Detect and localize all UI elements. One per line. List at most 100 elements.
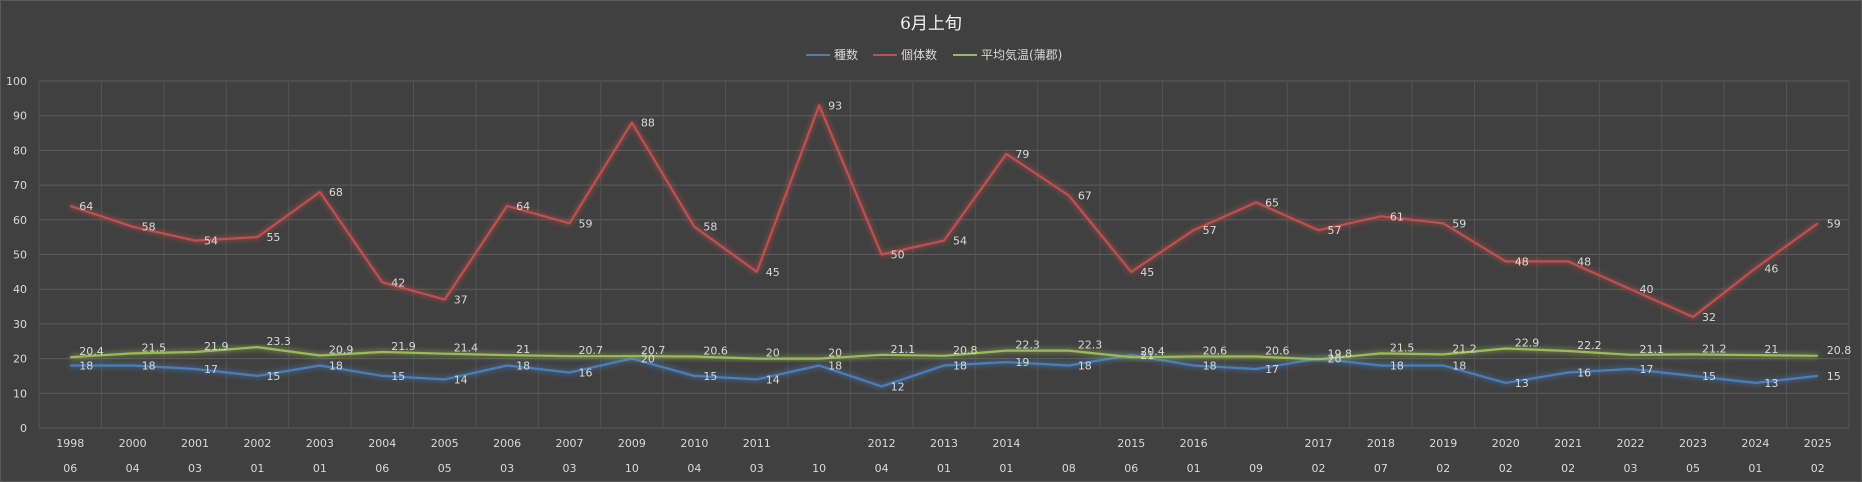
data-label: 20 [641, 353, 655, 366]
data-label: 14 [454, 373, 468, 386]
x-tick-label-year: 2002 [243, 437, 271, 450]
data-label: 21.5 [1390, 341, 1415, 354]
legend: 種数 個体数 平均気温(蒲郡) [806, 47, 1062, 62]
data-label: 15 [391, 370, 405, 383]
x-tick-label-sub: 02 [1499, 462, 1513, 475]
data-label: 20.8 [1827, 344, 1852, 357]
data-label: 59 [1827, 217, 1841, 230]
data-label: 21.5 [142, 341, 167, 354]
data-label: 21.9 [204, 340, 229, 353]
x-tick-label-year: 2024 [1741, 437, 1769, 450]
y-tick-label: 30 [13, 318, 27, 331]
x-tick-label-year: 2006 [493, 437, 521, 450]
data-labels: 18 18 17 15 18 15 14 18 16 20 15 14 18 12 18 19 18 21 18 17… [79, 99, 1851, 393]
x-axis: 1998 06 2000 04 2001 03 2002 01 2003 01 2004 06 2005… [56, 437, 1832, 475]
legend-label: 平均気温(蒲郡) [981, 47, 1062, 62]
data-label: 18 [828, 360, 842, 373]
data-label: 15 [266, 370, 280, 383]
y-tick-label: 80 [13, 144, 27, 157]
x-tick-label-sub: 04 [126, 462, 140, 475]
x-tick-label-year: 2021 [1554, 437, 1582, 450]
data-label: 20.7 [579, 344, 604, 357]
x-tick-label-sub: 01 [250, 462, 264, 475]
series-lines [69, 104, 1819, 388]
x-tick-label-sub: 01 [313, 462, 327, 475]
data-label: 20.6 [703, 345, 728, 358]
x-tick-label-sub: 05 [1686, 462, 1700, 475]
x-tick-label-year: 1998 [56, 437, 84, 450]
x-tick-label-sub: 02 [1811, 462, 1825, 475]
x-tick-label-sub: 06 [63, 462, 77, 475]
y-tick-label: 60 [13, 214, 27, 227]
data-label: 64 [516, 200, 530, 213]
legend-label: 種数 [834, 47, 858, 62]
data-label: 58 [142, 221, 156, 234]
y-axis: 0 10 20 30 40 50 60 70 80 90 100 [6, 75, 27, 435]
data-label: 21 [516, 343, 530, 356]
data-label: 18 [1452, 360, 1466, 373]
y-tick-label: 50 [13, 249, 27, 262]
data-label: 18 [1390, 360, 1404, 373]
x-tick-label-sub: 01 [999, 462, 1013, 475]
legend-label: 個体数 [901, 47, 937, 62]
data-label: 16 [1577, 366, 1591, 379]
data-label: 20.7 [641, 344, 666, 357]
data-label: 20 [828, 347, 842, 360]
data-label: 17 [1640, 363, 1654, 376]
data-label: 54 [204, 235, 218, 248]
x-tick-label-year: 2004 [368, 437, 396, 450]
data-label: 18 [142, 360, 156, 373]
data-label: 55 [266, 231, 280, 244]
x-tick-label-year: 2010 [680, 437, 708, 450]
data-label: 21.9 [391, 340, 416, 353]
data-label: 37 [454, 294, 468, 307]
x-tick-label-year: 2016 [1180, 437, 1208, 450]
data-label: 58 [703, 221, 717, 234]
x-tick-label-sub: 01 [1748, 462, 1762, 475]
data-label: 21 [1764, 343, 1778, 356]
data-label: 18 [953, 360, 967, 373]
y-tick-label: 0 [20, 422, 27, 435]
data-label: 20.4 [79, 345, 104, 358]
data-label: 15 [1702, 370, 1716, 383]
x-tick-label-year: 2019 [1429, 437, 1457, 450]
x-tick-label-sub: 09 [1249, 462, 1263, 475]
data-label: 50 [891, 249, 905, 262]
x-tick-label-sub: 03 [188, 462, 202, 475]
data-label: 48 [1577, 255, 1591, 268]
x-tick-label-year: 2015 [1117, 437, 1145, 450]
y-tick-label: 100 [6, 75, 27, 88]
data-label: 42 [391, 276, 405, 289]
x-tick-label-sub: 06 [375, 462, 389, 475]
data-label: 21.1 [891, 343, 916, 356]
data-label: 67 [1078, 190, 1092, 203]
data-label: 18 [1203, 360, 1217, 373]
x-tick-label-year: 2022 [1617, 437, 1645, 450]
x-tick-label-year: 2017 [1304, 437, 1332, 450]
x-tick-label-sub: 02 [1311, 462, 1325, 475]
x-tick-label-year: 2023 [1679, 437, 1707, 450]
series-line [70, 354, 1818, 388]
series-line [69, 104, 1819, 319]
data-label: 19.8 [1327, 347, 1352, 360]
x-tick-label-sub: 01 [1187, 462, 1201, 475]
data-label: 18 [516, 360, 530, 373]
x-tick-label-sub: 03 [1624, 462, 1638, 475]
y-tick-label: 90 [13, 110, 27, 123]
x-tick-label-year: 2005 [431, 437, 459, 450]
x-tick-label-year: 2012 [868, 437, 896, 450]
data-label: 22.9 [1515, 337, 1540, 350]
data-label: 20.6 [1203, 345, 1228, 358]
data-label: 13 [1515, 377, 1529, 390]
data-label: 79 [1015, 148, 1029, 161]
data-label: 18 [1078, 360, 1092, 373]
y-tick-label: 40 [13, 283, 27, 296]
x-tick-label-sub: 08 [1062, 462, 1076, 475]
data-label: 20.4 [1140, 345, 1165, 358]
data-label: 20.6 [1265, 345, 1290, 358]
data-label: 45 [766, 266, 780, 279]
x-tick-label-sub: 01 [937, 462, 951, 475]
y-tick-label: 20 [13, 353, 27, 366]
